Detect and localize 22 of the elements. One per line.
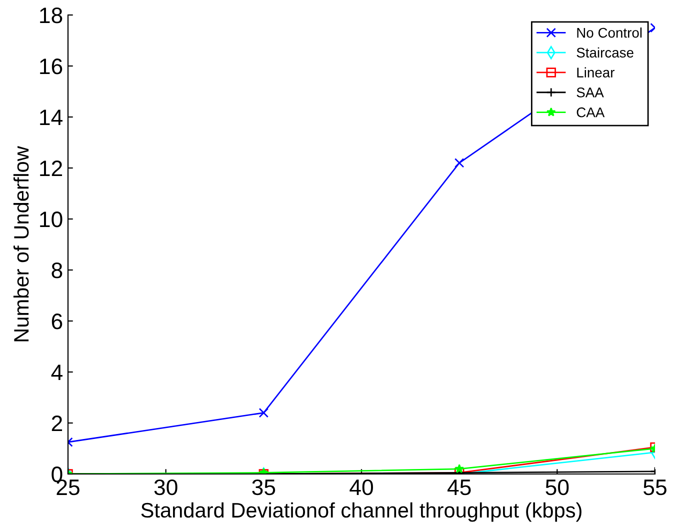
x-tick-label: 40: [350, 479, 373, 496]
x-axis-title: Standard Deviationof channel throughput (kbps): [141, 502, 582, 522]
legend-label: Staircase: [576, 47, 634, 58]
y-tick-label: 4: [51, 364, 62, 380]
legend-label: No Control: [577, 28, 642, 38]
x-tick-label: 45: [447, 480, 471, 496]
x-tick-label: 35: [252, 479, 276, 496]
y-axis-title: Number of Underflow: [13, 146, 29, 342]
x-tick-label: 50: [546, 479, 569, 496]
y-tick-label: 18: [40, 8, 62, 24]
y-tick-label: 16: [40, 58, 62, 74]
y-tick-label: 14: [40, 110, 62, 126]
legend-label: CAA: [576, 107, 605, 118]
y-tick-label: 6: [52, 314, 62, 330]
y-tick-label: 2: [52, 416, 62, 432]
legend-label: Linear: [577, 67, 614, 78]
legend-label: SAA: [576, 88, 604, 98]
y-tick-label: 12: [40, 160, 62, 176]
y-tick-label: 10: [40, 212, 62, 228]
x-tick-label: 55: [644, 480, 666, 496]
x-tick-label: 30: [154, 479, 178, 496]
y-tick-label: 8: [52, 262, 62, 278]
